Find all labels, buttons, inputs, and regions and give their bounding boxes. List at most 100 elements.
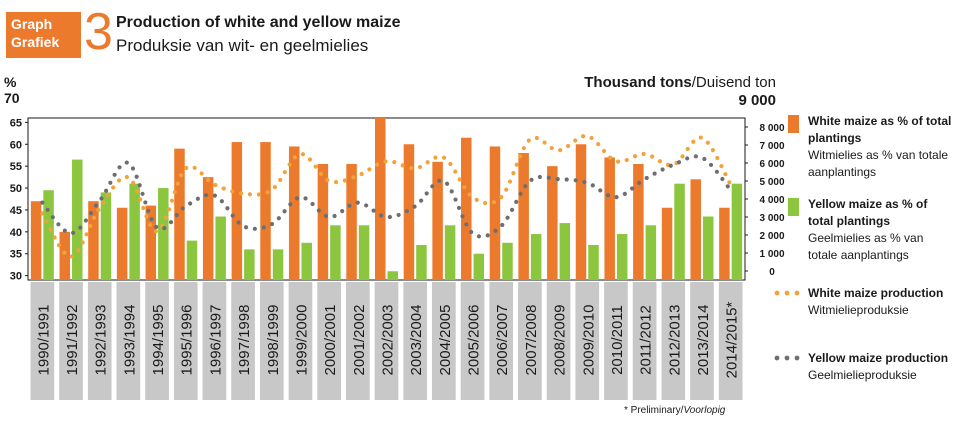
left-axis-top-label: 70 [4, 90, 20, 106]
bar-white-pct [288, 146, 300, 280]
legend-white-prod-label: White maize production [808, 286, 944, 300]
category-label-box [317, 282, 341, 400]
right-axis-unit: Thousand tons/Duisend ton 9 000 [584, 74, 776, 110]
category-label: 2003/2004 [408, 305, 425, 376]
left-axis-tick-label: 40 [10, 227, 22, 239]
right-axis-tick-label: 4 000 [759, 195, 784, 206]
graph-number: 3 [84, 3, 113, 61]
bar-yellow-pct [473, 253, 485, 280]
bar-white-pct [489, 146, 501, 280]
category-label-box [288, 282, 313, 400]
legend-yellow-prod-label: Yellow maize production [808, 351, 949, 365]
category-label-box [432, 282, 456, 400]
left-axis-tick-label: 65 [10, 117, 22, 129]
bar-yellow-pct [158, 188, 169, 280]
category-label-box [518, 282, 542, 400]
badge-label-en: Graph [11, 16, 53, 32]
bar-white-pct [690, 179, 701, 280]
bar-white-pct [260, 142, 271, 280]
legend-white-prod-label-af: Witmielieproduksie [808, 303, 909, 317]
left-axis-tick-label: 50 [10, 183, 22, 195]
chart-title: Production of white and yellow maize [116, 14, 401, 31]
category-label-box [604, 282, 628, 400]
bar-yellow-pct [444, 225, 456, 280]
bar-yellow-pct [387, 271, 398, 280]
right-axis-tick-label: 8 000 [759, 123, 784, 134]
category-label: 1993/1994 [121, 305, 138, 376]
left-axis-tick-label: 60 [10, 139, 22, 151]
bar-white-pct [604, 157, 615, 280]
left-axis-unit-symbol: % [4, 74, 17, 90]
footnote-af: Voorlopig [683, 405, 726, 416]
category-label: 2005/2006 [466, 305, 483, 376]
bar-white-pct [174, 148, 185, 280]
bar-yellow-pct [358, 225, 370, 280]
category-label-box [546, 282, 571, 400]
category-label: 2006/2007 [494, 305, 511, 376]
category-label: 2002/2003 [380, 305, 397, 376]
category-label-box [374, 282, 399, 400]
category-label-box [202, 282, 227, 400]
bar-white-pct [231, 142, 243, 280]
legend-white-pct-label: White maize as % of total plantings [808, 114, 952, 145]
chart-subtitle: Produksie van wit- en geelmielies [116, 36, 369, 55]
bar-white-pct [88, 201, 99, 280]
bar-white-pct [432, 161, 443, 280]
bar-yellow-pct [645, 225, 657, 280]
category-label: 1998/1999 [265, 305, 282, 376]
graph-badge: Graph Grafiek [6, 12, 81, 58]
left-axis-tick-label: 35 [10, 249, 22, 261]
legend-yellow-prod: Yellow maize production Geelmielieproduk… [774, 350, 956, 384]
category-label-box [116, 282, 141, 400]
category-label-box [690, 282, 714, 400]
category-label: 2007/2008 [523, 305, 540, 376]
legend-yellow-pct-label: Yellow maize as % of total plantings [808, 197, 928, 228]
category-label-box [403, 282, 428, 400]
bar-white-pct [403, 144, 415, 280]
bar-yellow-pct [616, 234, 628, 280]
category-label: 2008/2009 [552, 305, 569, 376]
legend-yellow-pct-label-af: Geelmielies as % van totale aanplantings [808, 231, 924, 262]
bar-yellow-pct [731, 183, 743, 280]
footnote-en: * Preliminary/ [624, 405, 684, 416]
bar-yellow-pct [674, 183, 685, 280]
category-label: 1992/1993 [93, 305, 110, 376]
category-label: 2009/2010 [580, 305, 597, 376]
category-label-box [30, 282, 55, 400]
category-label-box [460, 282, 485, 400]
bar-yellow-pct [530, 234, 542, 280]
legend-yellow-pct: Yellow maize as % of total plantings Gee… [788, 196, 956, 264]
bar-white-pct [518, 153, 529, 280]
category-label-box [575, 282, 600, 400]
category-label: 2004/2005 [437, 305, 454, 376]
bar-white-pct [59, 231, 71, 280]
legend-dots-white-prod [774, 290, 800, 296]
category-label: 1995/1996 [179, 305, 196, 376]
left-axis-tick-label: 55 [10, 161, 22, 173]
bar-yellow-pct [502, 242, 513, 280]
bar-white-pct [145, 205, 157, 280]
legend-yellow-prod-label-af: Geelmielieproduksie [808, 368, 917, 382]
bar-white-pct [661, 207, 673, 280]
footnote: * Preliminary/Voorlopig [624, 405, 725, 416]
category-label: 2014/2015* [724, 301, 741, 378]
right-axis-unit-en: Thousand tons [584, 74, 692, 91]
bar-white-pct [346, 163, 357, 280]
category-label-box [145, 282, 169, 400]
bar-yellow-pct [702, 216, 714, 280]
category-label: 1999/2000 [293, 305, 310, 376]
category-label-box [259, 282, 284, 400]
category-label-box [231, 282, 255, 400]
left-axis-tick-label: 30 [10, 271, 22, 283]
bar-yellow-pct [129, 183, 140, 280]
category-label: 1996/1997 [207, 305, 224, 376]
bar-yellow-pct [244, 249, 255, 280]
right-axis-tick-label: 7 000 [759, 141, 784, 152]
right-axis-unit-af: /Duisend ton [691, 74, 776, 91]
category-label-box [59, 282, 83, 400]
legend-white-prod: White maize production Witmielieproduksi… [774, 285, 956, 319]
right-axis-tick-label: 1 000 [759, 249, 784, 260]
bar-yellow-pct [330, 225, 341, 280]
bar-yellow-pct [272, 249, 284, 280]
